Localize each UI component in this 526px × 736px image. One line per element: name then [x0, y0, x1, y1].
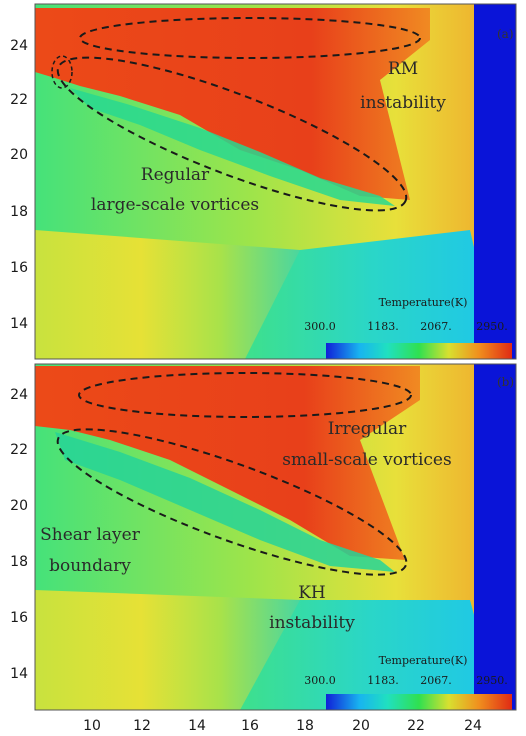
panel-a-frame — [34, 3, 517, 360]
x-axis: 10 12 14 16 18 20 22 24 — [83, 718, 482, 734]
annotation-kh: KH — [298, 583, 326, 603]
colorbar-a-tick-3: 2950. — [476, 320, 508, 333]
x-tick-18: 18 — [296, 718, 314, 734]
panel-a-vortex-band — [70, 88, 395, 206]
panel-b-lower-region — [35, 590, 300, 710]
y-tick-b-16: 16 — [10, 610, 28, 626]
annotation-large-scale-vortices: large-scale vortices — [91, 195, 259, 215]
y-tick-a-20: 20 — [10, 147, 28, 163]
annotation-shear-layer: Shear layer — [40, 525, 141, 545]
panel-b-hot-layer — [35, 366, 420, 560]
panel-b-cyan-region — [240, 600, 500, 710]
colorbar-a-gradient — [326, 343, 512, 359]
panel-b-vortex-band — [55, 432, 395, 572]
panel-b-y-axis: 24 22 20 18 16 14 — [10, 387, 28, 682]
panel-a — [35, 4, 516, 359]
colorbar-b-tick-2: 2067. — [420, 674, 452, 687]
y-tick-a-16: 16 — [10, 260, 28, 276]
panel-b-label: (b) — [497, 375, 514, 389]
x-tick-10: 10 — [83, 718, 101, 734]
panel-a-colorbar: Temperature(K) 300.0 1183. 2067. 2950. — [304, 296, 512, 359]
panel-b-blue-stripe — [474, 364, 516, 710]
colorbar-b-tick-3: 2950. — [476, 674, 508, 687]
panel-b-frame — [34, 363, 517, 711]
colorbar-a-title: Temperature(K) — [379, 296, 468, 309]
y-tick-a-24: 24 — [10, 38, 28, 54]
panel-b — [35, 364, 516, 710]
colorbar-a-tick-0: 300.0 — [304, 320, 336, 333]
y-tick-a-22: 22 — [10, 92, 28, 108]
x-tick-14: 14 — [188, 718, 206, 734]
x-tick-20: 20 — [352, 718, 370, 734]
x-tick-12: 12 — [133, 718, 151, 734]
panel-b-irregular-ellipse — [78, 372, 412, 418]
annotation-boundary: boundary — [49, 556, 131, 576]
panel-a-hot-layer — [35, 8, 430, 200]
colorbar-b-title: Temperature(K) — [379, 654, 468, 667]
annotation-irregular: Irregular — [328, 419, 407, 439]
y-tick-a-14: 14 — [10, 316, 28, 332]
annotation-rm-instability: instability — [360, 93, 446, 113]
colorbar-b-gradient — [326, 694, 512, 710]
y-tick-b-24: 24 — [10, 387, 28, 403]
y-tick-b-18: 18 — [10, 554, 28, 570]
panel-b-colorbar: Temperature(K) 300.0 1183. 2067. 2950. — [304, 654, 512, 710]
x-tick-24: 24 — [464, 718, 482, 734]
panel-a-lower-region — [35, 230, 300, 359]
colorbar-b-tick-0: 300.0 — [304, 674, 336, 687]
annotation-small-scale-vortices: small-scale vortices — [282, 450, 451, 470]
y-tick-b-22: 22 — [10, 442, 28, 458]
annotation-regular: Regular — [141, 165, 210, 185]
x-tick-16: 16 — [241, 718, 259, 734]
colorbar-b-tick-1: 1183. — [367, 674, 399, 687]
annotation-rm: RM — [388, 59, 418, 79]
colorbar-a-tick-2: 2067. — [420, 320, 452, 333]
panel-b-kh-ellipse — [56, 428, 408, 576]
colorbar-a-tick-1: 1183. — [367, 320, 399, 333]
x-tick-22: 22 — [407, 718, 425, 734]
annotation-kh-instability: instability — [269, 613, 355, 633]
panel-a-label: (a) — [497, 27, 514, 41]
panel-a-small-ellipse — [51, 55, 73, 89]
panel-a-y-axis: 24 22 20 18 16 14 — [10, 38, 28, 332]
panel-a-blue-stripe — [474, 4, 516, 359]
y-tick-a-18: 18 — [10, 204, 28, 220]
y-tick-b-20: 20 — [10, 498, 28, 514]
y-tick-b-14: 14 — [10, 666, 28, 682]
panel-a-rm-ellipse — [79, 17, 421, 59]
panel-a-cyan-region — [245, 230, 500, 359]
panel-a-vortex-ellipse — [56, 56, 408, 212]
